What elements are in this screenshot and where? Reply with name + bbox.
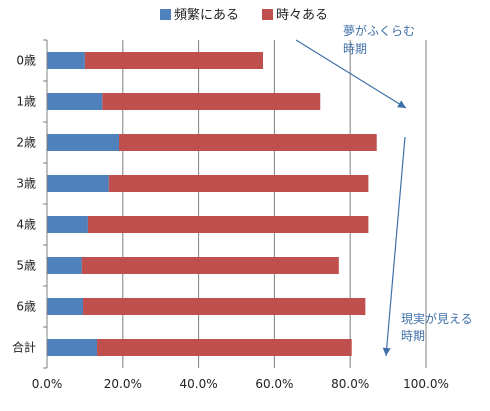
y-tick-label: 2歳 [16,136,36,150]
bar-sometimes [119,134,377,151]
bar-frequent [47,134,120,151]
annotation-arrow-down-right [295,39,407,109]
y-tick-label: 0歳 [16,54,36,68]
y-tick-label: 合計 [12,340,36,355]
bar-sometimes [97,339,352,356]
x-tick-label: 60.0% [255,377,293,391]
annotation-dream-line2: 時期 [343,42,367,56]
annotation-reality-line2: 時期 [401,329,425,343]
x-tick-label: 80.0% [331,377,369,391]
legend-swatch-sometimes [262,9,273,20]
bar-frequent [47,339,98,356]
bars [47,52,377,356]
x-tick-label: 20.0% [104,377,142,391]
bar-sometimes [83,298,366,315]
bar-sometimes [81,257,339,274]
annotations: 夢がふくらむ 時期 現実が見える 時期 [295,23,473,357]
bar-sometimes [87,216,369,233]
y-tick-label: 4歳 [16,218,36,232]
bar-frequent [47,298,84,315]
bar-frequent [47,216,88,233]
bar-sometimes [102,93,321,110]
bar-sometimes [108,175,369,192]
y-tick-label: 5歳 [16,259,36,273]
bar-frequent [47,52,85,69]
legend-swatch-frequent [160,9,171,20]
x-tick-label: 40.0% [180,377,218,391]
annotation-arrow-down [382,136,406,357]
bar-frequent [47,175,109,192]
gridlines [122,40,427,368]
x-tick-label: 0.0% [32,377,63,391]
legend: 頻繁にある 時々ある [160,7,328,23]
y-tick-label: 6歳 [16,300,36,314]
annotation-dream-line1: 夢がふくらむ [343,23,415,38]
bar-frequent [47,93,103,110]
x-tick-label: 100.0% [403,377,449,391]
legend-label-frequent: 頻繁にある [174,7,239,23]
bar-frequent [47,257,82,274]
annotation-reality-line1: 現実が見える [401,311,473,326]
axes: 0.0% 20.0% 40.0% 60.0% 80.0% 100.0% 0歳 1歳 2歳 3歳 4歳… [12,39,449,391]
y-tick-label: 3歳 [16,177,36,191]
bar-sometimes [84,52,264,69]
y-tick-label: 1歳 [16,95,36,109]
annotation-arrows [295,39,407,357]
legend-label-sometimes: 時々ある [276,8,328,23]
